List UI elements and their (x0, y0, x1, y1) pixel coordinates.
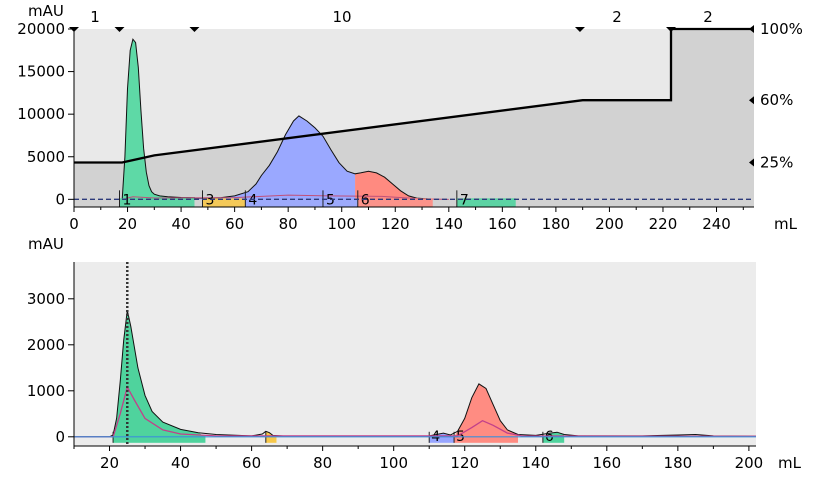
segment-marker (114, 27, 125, 32)
bottom-x-tick-label: 20 (100, 454, 119, 472)
top-x-tick-label: 220 (649, 215, 678, 233)
bottom-x-tick-label: 120 (450, 454, 479, 472)
gradient-level-label: 25% (760, 154, 793, 172)
bottom-plot-background (74, 262, 756, 446)
bottom-x-tick-label: 100 (379, 454, 408, 472)
top-x-tick-label: 80 (279, 215, 298, 233)
top-y-tick-label: 5000 (27, 148, 65, 166)
top-x-axis-label: mL (774, 215, 798, 233)
top-fraction-box (322, 198, 358, 208)
top-fraction-label: 6 (361, 192, 370, 208)
gradient-level-label: 100% (760, 20, 803, 38)
top-x-tick-label: 20 (118, 215, 137, 233)
top-x-tick-label: 140 (434, 215, 463, 233)
bottom-y-tick-label: 3000 (27, 290, 65, 308)
gradient-level-marker (749, 158, 754, 167)
segment-marker (666, 27, 677, 32)
bottom-secondary-trace (74, 385, 757, 438)
top-y-tick-label: 0 (55, 190, 65, 208)
top-fraction-label: 1 (123, 192, 132, 208)
top-secondary-trace (122, 194, 449, 200)
top-y-axis-label: mAU (28, 2, 64, 20)
top-y-tick-label: 20000 (17, 20, 65, 38)
top-x-tick-label: 40 (172, 215, 191, 233)
bottom-y-tick-label: 0 (55, 428, 65, 446)
segment-marker (189, 27, 200, 32)
bottom-fraction-box (454, 435, 519, 443)
segment-label: 2 (703, 8, 713, 26)
top-fraction-box (245, 198, 323, 208)
top-x-tick-label: 240 (702, 215, 731, 233)
segment-marker (69, 27, 79, 32)
bottom-fraction-box (542, 435, 565, 443)
bottom-fraction-box (265, 435, 277, 443)
top-fraction-label: 4 (248, 192, 257, 208)
gradient-level-marker (749, 25, 754, 33)
bottom-y-axis-label: mAU (28, 235, 64, 253)
bottom-fraction-box (113, 435, 206, 443)
gradient-level-marker (749, 96, 754, 105)
segment-marker (574, 27, 585, 32)
bottom-fraction-fill (113, 310, 206, 437)
bottom-x-tick-label: 160 (592, 454, 621, 472)
top-y-tick-label: 15000 (17, 63, 65, 81)
top-fraction-label: 5 (326, 192, 335, 208)
top-fraction-box (357, 198, 433, 208)
top-fraction-box (119, 198, 195, 208)
top-y-tick-label: 10000 (17, 105, 65, 123)
top-fraction-box (456, 198, 516, 208)
bottom-x-tick-label: 60 (242, 454, 261, 472)
top-x-tick-label: 0 (69, 215, 79, 233)
segment-label: 2 (612, 8, 622, 26)
top-fraction-box (202, 198, 246, 208)
segment-label: 10 (332, 8, 351, 26)
bottom-x-tick-label: 180 (664, 454, 693, 472)
segment-label: 1 (90, 8, 100, 26)
gradient-level-label: 60% (760, 91, 793, 109)
top-fraction-label: 3 (206, 192, 215, 208)
top-trace-outline (121, 38, 428, 200)
bottom-x-axis-label: mL (778, 454, 802, 472)
top-x-tick-label: 160 (488, 215, 517, 233)
bottom-fraction-box (429, 435, 455, 443)
top-peak-2 (194, 115, 356, 200)
bottom-x-tick-label: 40 (171, 454, 190, 472)
top-x-tick-label: 60 (225, 215, 244, 233)
top-x-tick-label: 200 (595, 215, 624, 233)
bottom-y-tick-label: 1000 (27, 382, 65, 400)
bottom-x-tick-label: 140 (521, 454, 550, 472)
top-x-tick-label: 120 (381, 215, 410, 233)
top-x-tick-label: 180 (542, 215, 571, 233)
top-peak-3 (355, 171, 428, 200)
bottom-x-tick-label: 80 (313, 454, 332, 472)
gradient-area (74, 29, 754, 207)
top-x-tick-label: 100 (327, 215, 356, 233)
bottom-y-tick-label: 2000 (27, 336, 65, 354)
top-fraction-label: 7 (460, 192, 469, 208)
bottom-x-tick-label: 200 (735, 454, 764, 472)
